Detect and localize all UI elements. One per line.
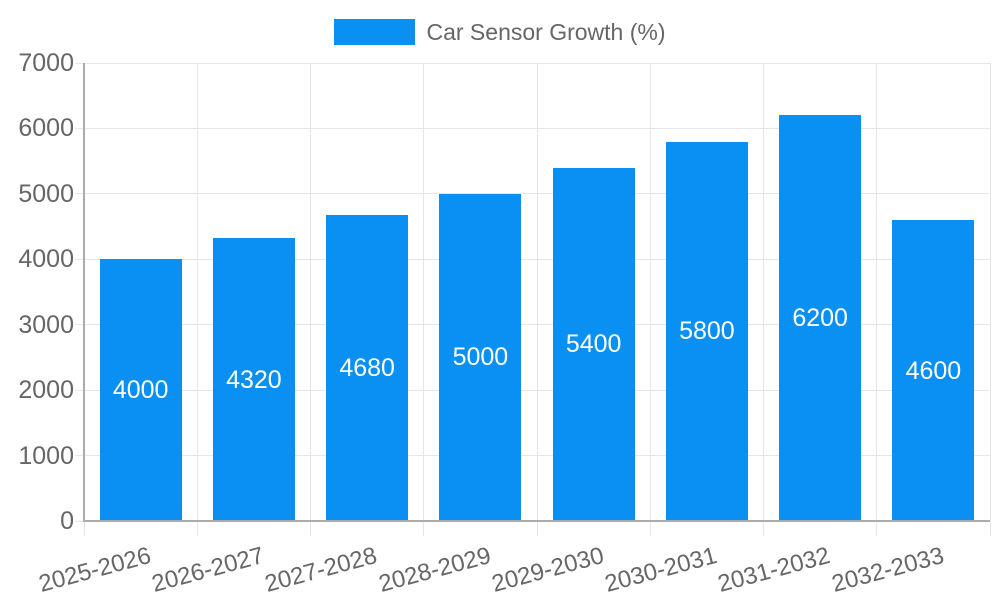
y-tick xyxy=(75,62,84,64)
y-tick xyxy=(75,455,84,457)
bar-value-label: 5000 xyxy=(452,343,509,372)
y-tick-label: 7000 xyxy=(18,49,74,77)
x-gridline xyxy=(310,63,311,521)
bar-value-label: 4320 xyxy=(226,365,282,394)
x-tick xyxy=(310,521,311,536)
bar[interactable] xyxy=(439,193,522,521)
bar-value-label: 6200 xyxy=(792,304,848,333)
y-axis-line xyxy=(83,63,85,521)
x-gridline xyxy=(196,63,198,521)
x-tick xyxy=(763,521,764,536)
x-gridline xyxy=(649,63,651,521)
y-tick xyxy=(75,258,84,260)
x-tick xyxy=(536,521,538,536)
bar-value-label: 5800 xyxy=(679,317,735,346)
y-tick-label: 4000 xyxy=(18,245,74,274)
bar[interactable] xyxy=(552,167,635,521)
bar-value-label: 4600 xyxy=(905,356,962,385)
x-tick-label: 2029-2030 xyxy=(488,542,607,598)
chart-legend[interactable]: Car Sensor Growth (%) xyxy=(0,19,1000,45)
y-tick xyxy=(75,127,84,129)
y-tick xyxy=(75,193,84,195)
x-tick xyxy=(989,521,991,536)
y-tick-label: 5000 xyxy=(18,179,74,208)
x-tick-label: 2027-2028 xyxy=(262,542,381,598)
bar-value-label: 4680 xyxy=(339,353,395,382)
x-tick-label: 2030-2031 xyxy=(602,542,720,598)
y-tick-label: 3000 xyxy=(18,310,74,339)
bar[interactable] xyxy=(212,238,295,521)
x-tick xyxy=(196,521,198,536)
x-tick-label: 2025-2026 xyxy=(35,542,154,598)
y-tick xyxy=(75,389,84,391)
y-tick xyxy=(75,520,84,522)
bar-value-label: 4000 xyxy=(112,376,169,405)
bar[interactable] xyxy=(665,141,748,521)
bar[interactable] xyxy=(779,115,862,521)
x-axis-line xyxy=(83,520,990,522)
x-gridline xyxy=(423,63,425,521)
bar[interactable] xyxy=(892,220,975,521)
y-tick-label: 0 xyxy=(60,507,74,535)
x-tick-label: 2028-2029 xyxy=(375,542,494,598)
x-tick-label: 2026-2027 xyxy=(149,542,267,598)
y-tick xyxy=(75,324,84,326)
x-tick-label: 2031-2032 xyxy=(715,542,834,598)
x-gridline xyxy=(763,63,764,521)
x-tick xyxy=(876,521,878,536)
legend-label: Car Sensor Growth (%) xyxy=(426,19,666,45)
legend-swatch xyxy=(334,19,416,45)
bar[interactable] xyxy=(326,214,409,521)
x-tick xyxy=(83,521,85,536)
x-gridline xyxy=(536,63,538,521)
y-tick-label: 2000 xyxy=(18,376,74,405)
y-tick-label: 6000 xyxy=(18,114,74,143)
x-tick xyxy=(423,521,425,536)
y-tick-label: 1000 xyxy=(18,441,74,470)
x-tick xyxy=(649,521,651,536)
bar-value-label: 5400 xyxy=(565,330,622,359)
x-gridline xyxy=(876,63,878,521)
bar[interactable] xyxy=(99,259,182,521)
x-gridline xyxy=(989,63,991,521)
x-tick-label: 2032-2033 xyxy=(828,542,947,598)
